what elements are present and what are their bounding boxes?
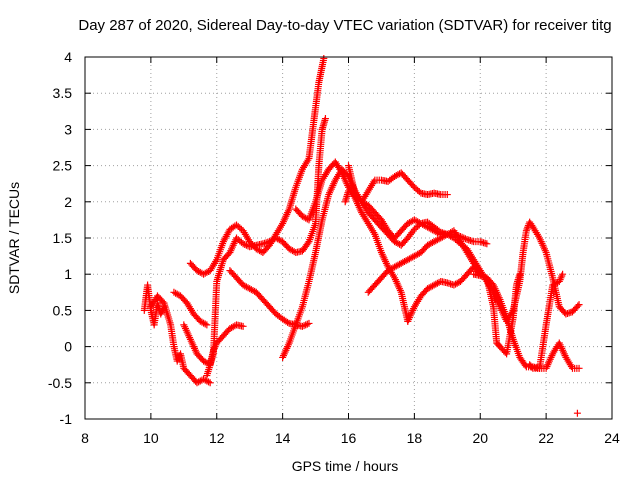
x-tick-label: 16 — [341, 430, 357, 446]
data-point — [321, 115, 329, 123]
data-point — [443, 191, 451, 199]
data-point — [320, 54, 328, 62]
series-track-o — [526, 339, 583, 372]
data-point — [521, 361, 529, 369]
data-point — [302, 321, 310, 329]
series-track-l — [341, 187, 583, 325]
x-tick-label: 8 — [81, 430, 89, 446]
data-point — [241, 241, 249, 249]
data-point — [205, 378, 213, 386]
data-point — [574, 302, 582, 310]
series-track-c — [170, 288, 211, 329]
data-point — [528, 363, 536, 371]
data-point — [242, 241, 250, 249]
data-point — [304, 239, 312, 247]
axis-ticks: 8 10 12 14 16 18 20 22 24 -1 -0.5 0 0.5 1 1.5 2 2.5 3 3.5 4 — [48, 49, 620, 446]
y-tick-label: 1.5 — [53, 230, 73, 246]
series-track-d — [186, 54, 328, 278]
series-track-a — [140, 281, 168, 329]
x-tick-label: 20 — [472, 430, 488, 446]
y-tick-label: 0.5 — [53, 302, 73, 318]
y-tick-label: 2 — [64, 194, 72, 210]
y-tick-label: 0 — [64, 339, 72, 355]
x-tick-label: 22 — [538, 430, 554, 446]
x-tick-label: 24 — [604, 430, 620, 446]
data-point — [516, 270, 524, 278]
grid-lines — [85, 57, 612, 419]
data-point — [461, 235, 469, 243]
y-axis-title: SDTVAR / TECUs — [6, 182, 22, 294]
series-track-e — [180, 321, 247, 369]
data-points — [140, 54, 583, 417]
y-tick-label: -1 — [60, 411, 73, 427]
series-outlier — [573, 409, 581, 417]
data-point — [203, 321, 211, 329]
x-tick-label: 10 — [143, 430, 159, 446]
data-point — [239, 240, 247, 248]
x-tick-label: 18 — [407, 430, 423, 446]
data-point — [206, 379, 214, 387]
data-point — [559, 270, 567, 278]
y-tick-label: -0.5 — [48, 375, 72, 391]
data-point — [435, 229, 443, 237]
y-tick-label: 3 — [64, 121, 72, 137]
y-tick-label: 4 — [64, 49, 72, 65]
series-track-m — [404, 263, 524, 358]
data-point — [305, 319, 313, 327]
data-point — [300, 322, 308, 330]
data-point — [483, 240, 491, 248]
y-tick-label: 2.5 — [53, 158, 73, 174]
data-point — [303, 320, 311, 328]
x-tick-label: 14 — [275, 430, 291, 446]
x-axis-title: GPS time / hours — [292, 458, 399, 474]
y-tick-label: 1 — [64, 266, 72, 282]
data-point — [239, 322, 247, 330]
chart-title: Day 287 of 2020, Sidereal Day-to-day VTE… — [78, 17, 611, 34]
data-point — [284, 318, 292, 326]
series-track-g — [226, 267, 313, 330]
data-point — [575, 364, 583, 372]
y-tick-label: 3.5 — [53, 85, 73, 101]
data-point — [298, 322, 306, 330]
data-point — [575, 301, 583, 309]
x-tick-label: 12 — [209, 430, 225, 446]
series-track-b — [147, 292, 214, 387]
data-point — [201, 320, 209, 328]
data-point — [573, 409, 581, 417]
